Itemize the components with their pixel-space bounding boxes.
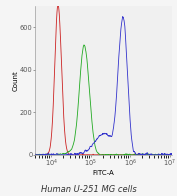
Text: Human U-251 MG cells: Human U-251 MG cells [41, 185, 136, 194]
Y-axis label: Count: Count [13, 70, 18, 91]
X-axis label: FITC-A: FITC-A [93, 170, 114, 176]
